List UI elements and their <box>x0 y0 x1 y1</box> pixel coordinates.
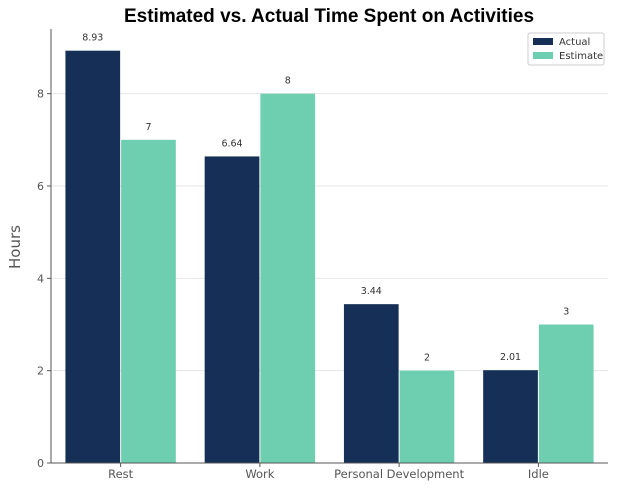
chart-title: Estimated vs. Actual Time Spent on Activ… <box>124 6 534 27</box>
data-label: 7 <box>145 122 151 133</box>
x-tick-label: Idle <box>528 467 549 481</box>
y-tick-label: 6 <box>37 180 44 193</box>
legend-swatch <box>533 52 553 59</box>
data-label: 3.44 <box>361 286 382 297</box>
legend-entry: Actual <box>559 37 590 48</box>
x-tick-label: Work <box>245 467 274 481</box>
legend-entry: Estimate <box>559 51 603 62</box>
data-label: 2 <box>424 353 430 364</box>
data-label: 6.64 <box>221 138 242 149</box>
bar-actual-1 <box>204 156 260 463</box>
x-tick-label: Rest <box>108 467 134 481</box>
bar-estimate-3 <box>538 324 594 463</box>
x-tick-label: Personal Development <box>334 467 464 481</box>
y-tick-label: 2 <box>37 365 44 378</box>
y-tick-label: 8 <box>37 88 44 101</box>
y-tick-label: 4 <box>37 272 44 285</box>
bar-actual-2 <box>343 304 399 463</box>
data-label: 8 <box>285 76 291 87</box>
bar-actual-3 <box>483 370 538 463</box>
data-label: 2.01 <box>500 352 521 363</box>
axes: 0 2 4 6 8 Rest Work Personal Development Idle <box>37 29 608 481</box>
bar-estimate-0 <box>121 139 176 463</box>
bars <box>65 50 594 463</box>
y-tick-label: 0 <box>37 457 44 470</box>
bar-estimate-1 <box>260 93 316 463</box>
data-labels: 8.93 7 6.64 8 3.44 2 2.01 3 <box>82 33 569 364</box>
legend: Actual Estimate <box>527 32 605 66</box>
bar-estimate-2 <box>399 370 455 463</box>
bar-actual-0 <box>65 50 121 463</box>
data-label: 3 <box>563 306 569 317</box>
y-axis-label: Hours <box>6 225 24 269</box>
legend-swatch <box>533 38 553 45</box>
data-label: 8.93 <box>82 33 103 44</box>
